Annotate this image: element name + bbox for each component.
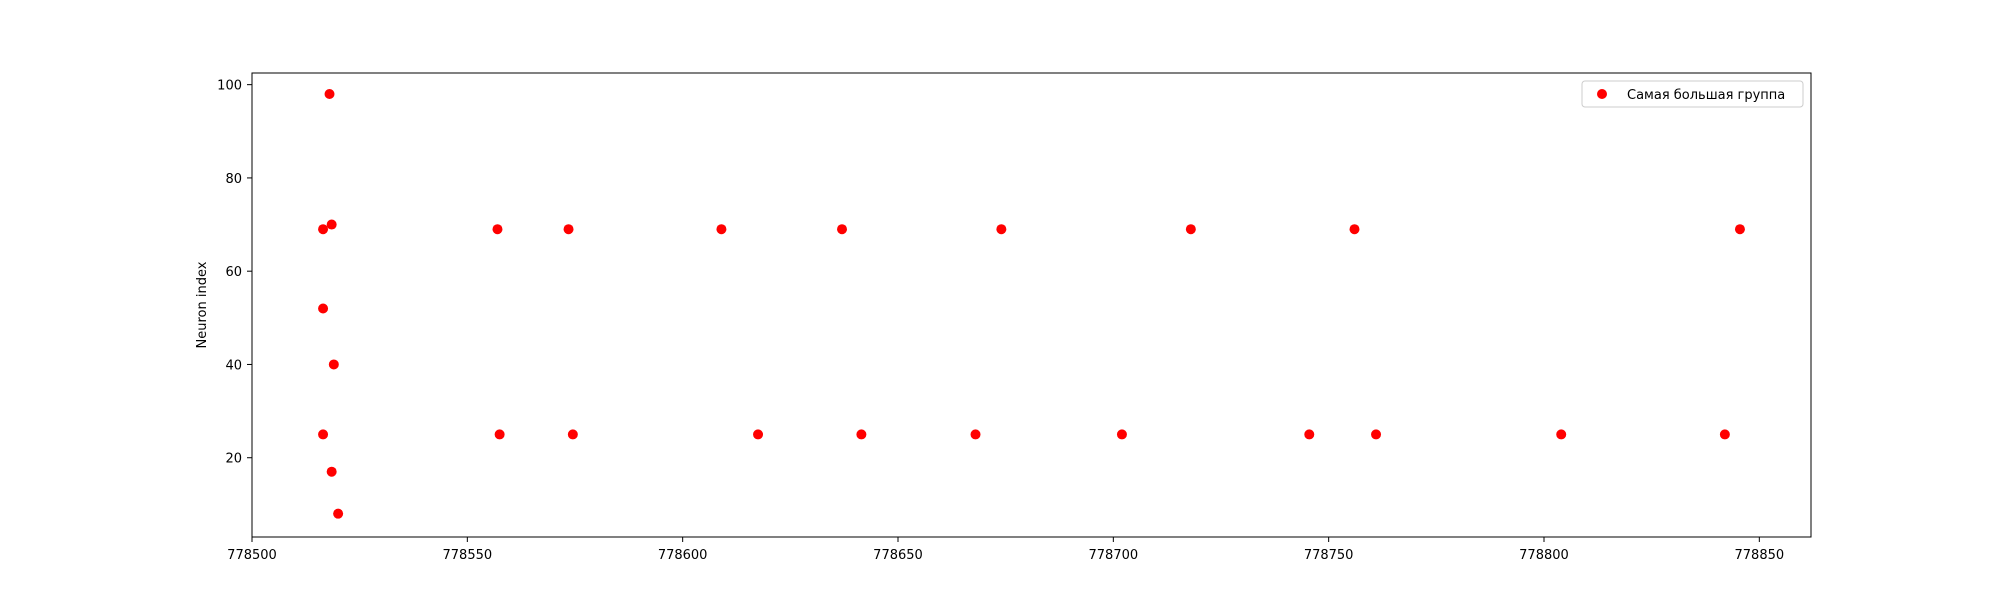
legend-label: Самая большая группа	[1627, 88, 1785, 103]
data-point	[856, 429, 867, 440]
y-tick-label: 20	[225, 452, 242, 467]
x-tick-label: 778500	[227, 548, 277, 563]
y-tick-label: 100	[217, 79, 242, 94]
data-point	[716, 224, 727, 235]
legend-marker	[1597, 89, 1607, 99]
data-point	[970, 429, 981, 440]
data-point	[1185, 224, 1196, 235]
x-tick-label: 778850	[1735, 548, 1785, 563]
data-point	[324, 88, 335, 99]
x-tick-label: 778650	[873, 548, 923, 563]
y-axis-ticks: 20 40 60 80 100	[217, 79, 252, 467]
y-axis-label: Neuron index	[195, 261, 210, 348]
y-tick-label: 60	[225, 265, 242, 280]
data-point	[1116, 429, 1127, 440]
plot-area-frame	[251, 72, 1812, 538]
data-point	[753, 429, 764, 440]
data-point	[326, 219, 337, 230]
legend: Самая большая группа	[1581, 80, 1804, 108]
data-point	[1734, 224, 1745, 235]
data-point	[1349, 224, 1360, 235]
x-tick-label: 778550	[443, 548, 493, 563]
data-point	[333, 508, 344, 519]
data-point	[567, 429, 578, 440]
data-point	[996, 224, 1007, 235]
data-points	[318, 88, 1745, 519]
x-tick-label: 778600	[658, 548, 708, 563]
x-tick-label: 778700	[1089, 548, 1139, 563]
data-point	[328, 359, 339, 370]
data-point	[837, 224, 848, 235]
data-point	[1719, 429, 1730, 440]
data-point	[1556, 429, 1567, 440]
y-tick-label: 80	[225, 172, 242, 187]
legend-box	[1581, 80, 1804, 108]
data-point	[563, 224, 574, 235]
data-point	[318, 429, 329, 440]
x-tick-label: 778800	[1519, 548, 1569, 563]
y-tick-label: 40	[225, 358, 242, 373]
x-tick-label: 778750	[1304, 548, 1354, 563]
data-point	[318, 224, 329, 235]
data-point	[1304, 429, 1315, 440]
data-point	[318, 303, 329, 314]
data-point	[326, 466, 337, 477]
data-point	[1371, 429, 1382, 440]
data-point	[494, 429, 505, 440]
x-axis-ticks: 778500 778550 778600 778650 778700 778750 7788…	[227, 537, 1784, 563]
data-point	[492, 224, 503, 235]
